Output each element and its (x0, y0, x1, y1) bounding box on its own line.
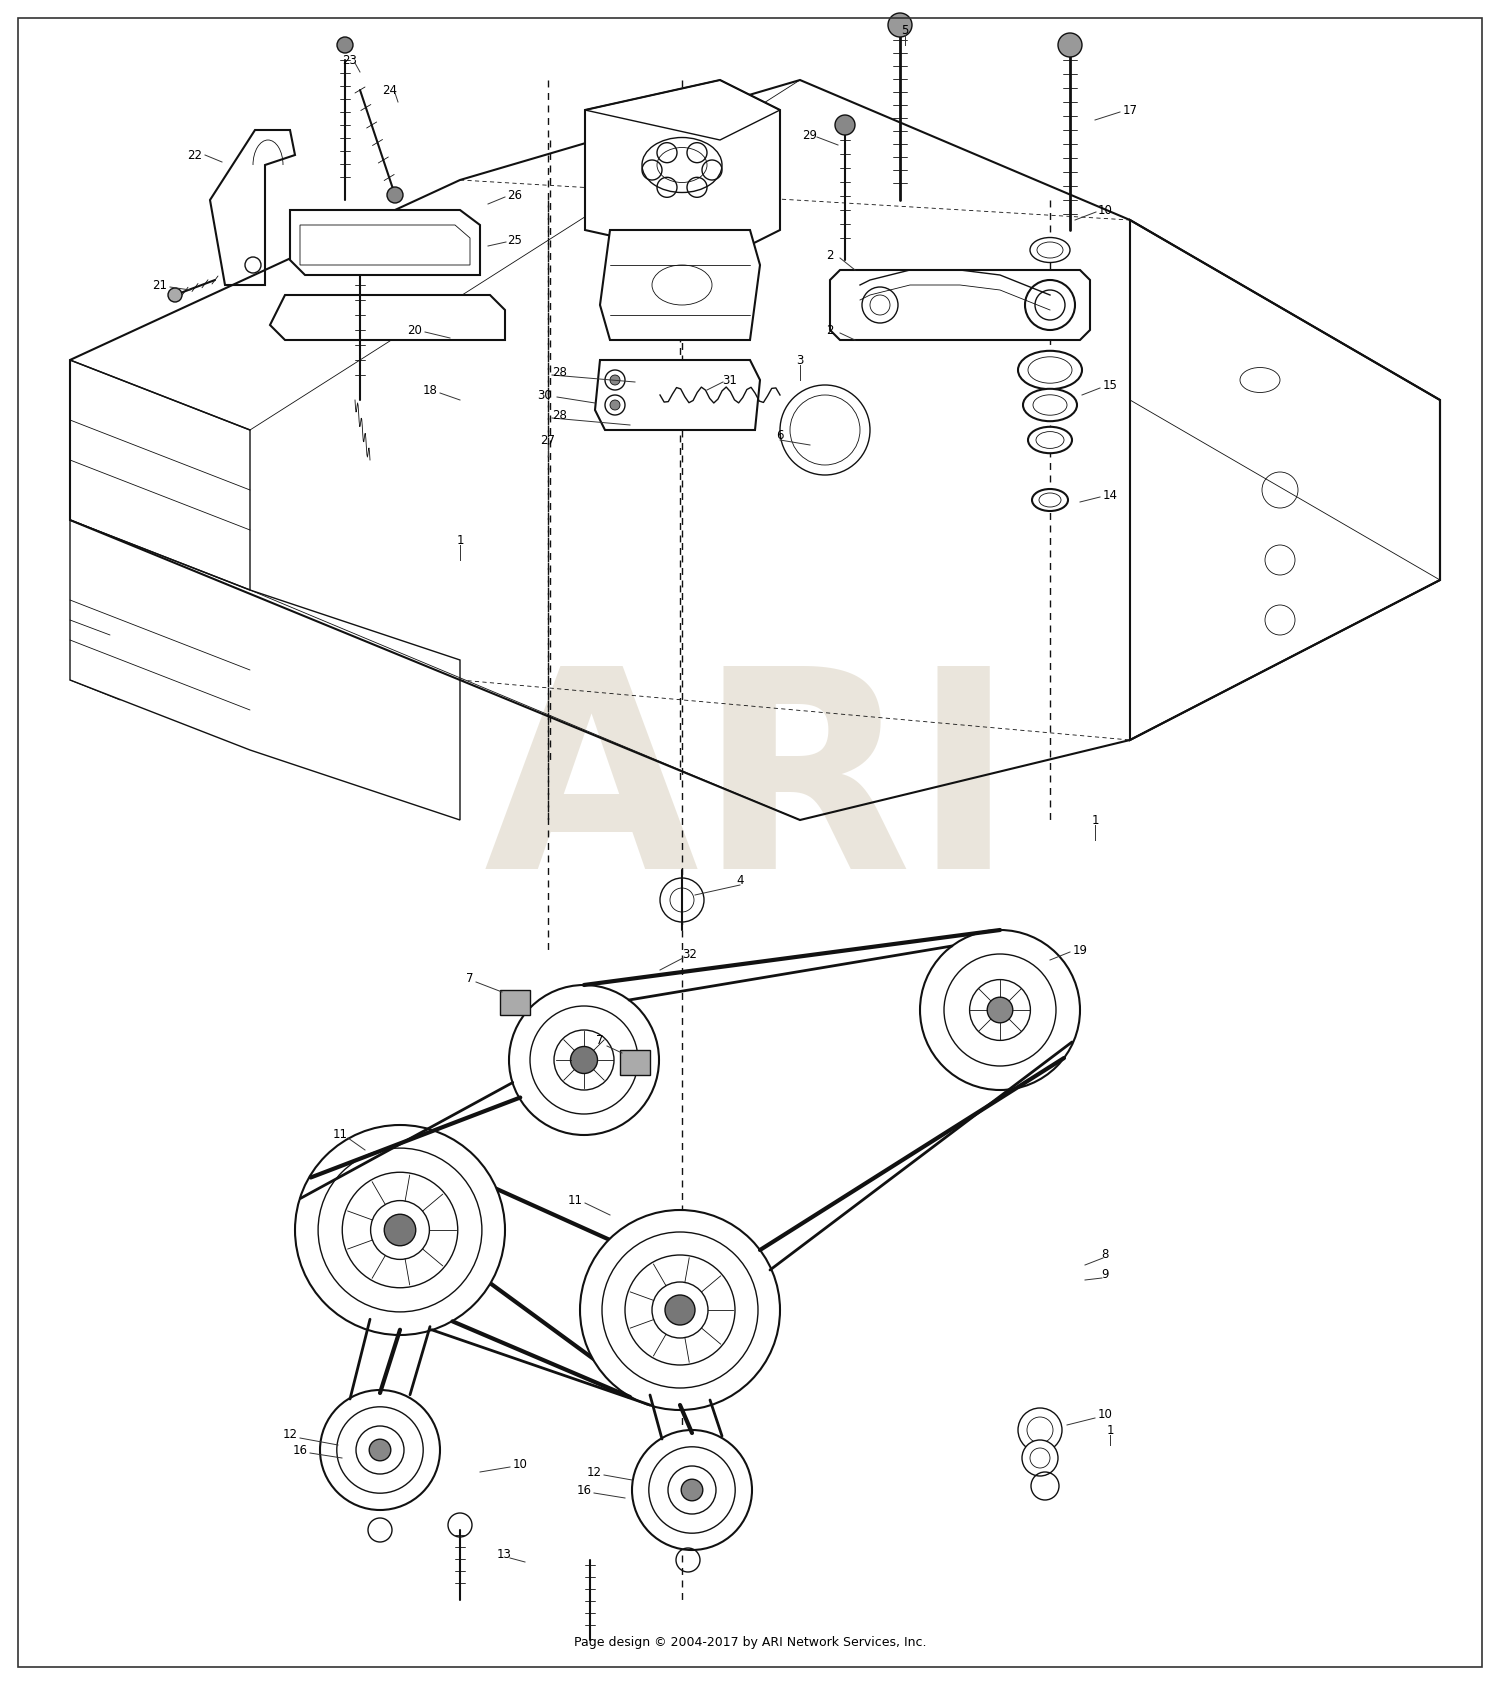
Text: 7: 7 (466, 972, 474, 984)
Text: 1: 1 (1106, 1424, 1113, 1437)
Text: 31: 31 (723, 374, 738, 386)
Circle shape (384, 1215, 416, 1245)
Ellipse shape (1023, 389, 1077, 421)
Circle shape (320, 1390, 440, 1510)
Text: 28: 28 (552, 366, 567, 379)
Text: 11: 11 (567, 1193, 582, 1206)
Circle shape (681, 1479, 703, 1501)
Polygon shape (585, 79, 780, 259)
Text: 3: 3 (796, 354, 804, 367)
Circle shape (570, 1046, 597, 1073)
Text: 27: 27 (540, 433, 555, 447)
Circle shape (632, 1431, 752, 1550)
Text: 1: 1 (1090, 814, 1098, 827)
Text: 20: 20 (408, 324, 423, 337)
Text: 2: 2 (827, 248, 834, 261)
Text: 25: 25 (507, 234, 522, 246)
Ellipse shape (1032, 489, 1068, 511)
Text: 8: 8 (1101, 1249, 1108, 1262)
Text: 2: 2 (827, 324, 834, 337)
Text: 12: 12 (282, 1429, 297, 1441)
Text: 12: 12 (586, 1466, 602, 1478)
Text: 22: 22 (188, 148, 202, 162)
Text: 23: 23 (342, 54, 357, 66)
Circle shape (369, 1439, 392, 1461)
Text: 32: 32 (682, 949, 698, 962)
Text: 11: 11 (333, 1129, 348, 1141)
Circle shape (836, 115, 855, 135)
Circle shape (580, 1210, 780, 1410)
Polygon shape (830, 270, 1090, 340)
Polygon shape (596, 361, 760, 430)
Text: Page design © 2004-2017 by ARI Network Services, Inc.: Page design © 2004-2017 by ARI Network S… (573, 1636, 926, 1650)
Circle shape (664, 1296, 694, 1324)
Text: 18: 18 (423, 384, 438, 396)
Text: 5: 5 (902, 24, 909, 37)
Circle shape (920, 930, 1080, 1090)
Text: 26: 26 (507, 189, 522, 202)
Text: 17: 17 (1122, 103, 1137, 116)
Circle shape (888, 13, 912, 37)
Circle shape (1022, 1441, 1058, 1476)
Text: 6: 6 (777, 428, 783, 441)
Polygon shape (290, 211, 480, 275)
Circle shape (1058, 34, 1082, 57)
Text: 16: 16 (576, 1483, 591, 1496)
Text: 29: 29 (802, 128, 818, 142)
Text: 14: 14 (1102, 489, 1118, 502)
Circle shape (610, 376, 620, 384)
Polygon shape (600, 229, 760, 340)
Ellipse shape (1030, 238, 1069, 263)
Text: 10: 10 (1098, 204, 1113, 216)
Text: 16: 16 (292, 1444, 308, 1456)
Ellipse shape (1019, 350, 1082, 389)
Text: 28: 28 (552, 408, 567, 421)
Circle shape (296, 1126, 506, 1335)
Circle shape (509, 986, 658, 1136)
Polygon shape (270, 295, 506, 340)
Circle shape (338, 37, 352, 52)
Text: 13: 13 (496, 1549, 512, 1562)
Text: ARI: ARI (484, 657, 1016, 927)
Polygon shape (500, 991, 530, 1014)
Ellipse shape (1028, 426, 1072, 453)
Text: 4: 4 (736, 873, 744, 886)
Text: 7: 7 (596, 1033, 603, 1046)
Text: 1: 1 (456, 534, 464, 546)
Circle shape (168, 288, 182, 302)
Text: 19: 19 (1072, 944, 1088, 957)
Text: 10: 10 (513, 1459, 528, 1471)
Circle shape (660, 878, 704, 922)
Text: 15: 15 (1102, 379, 1118, 391)
Circle shape (987, 998, 1012, 1023)
Text: 10: 10 (1098, 1409, 1113, 1422)
Circle shape (1019, 1409, 1062, 1452)
Text: 30: 30 (537, 389, 552, 401)
Text: 21: 21 (153, 278, 168, 292)
Text: 24: 24 (382, 84, 398, 96)
Circle shape (610, 399, 620, 409)
Text: 9: 9 (1101, 1269, 1108, 1282)
Circle shape (387, 187, 404, 202)
Polygon shape (620, 1050, 650, 1075)
